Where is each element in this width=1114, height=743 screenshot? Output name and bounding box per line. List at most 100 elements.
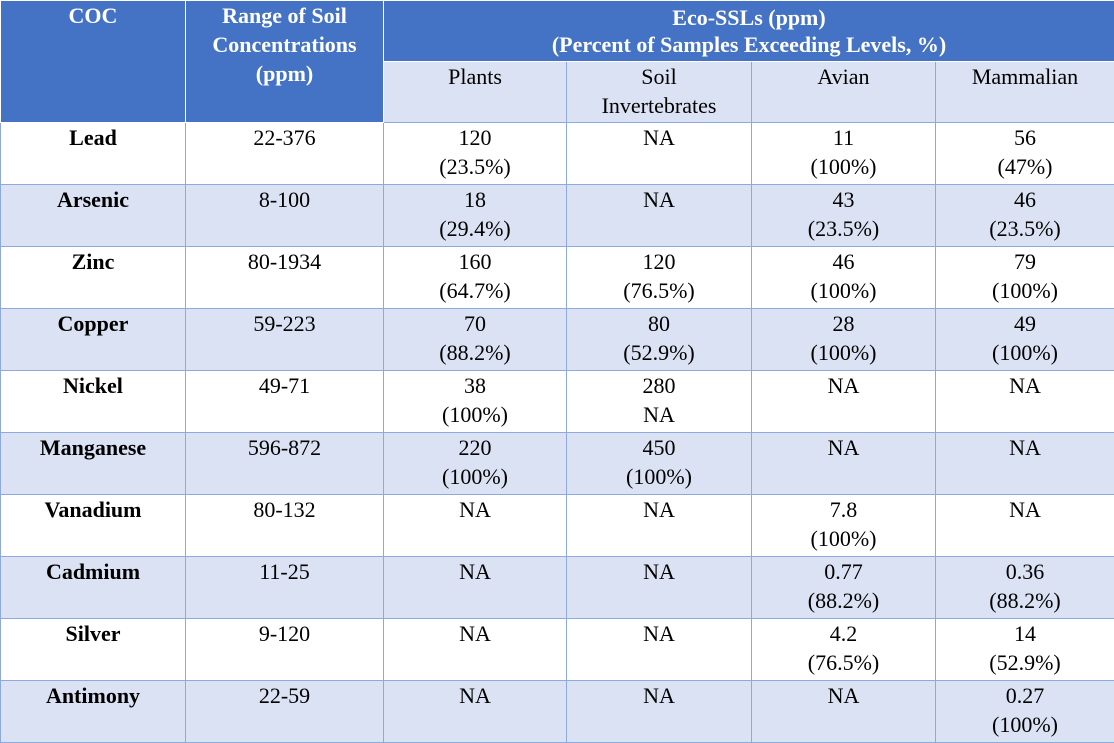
cell-soil-invertebrates-line-1: NA — [571, 495, 747, 524]
cell-coc-value: Zinc — [72, 249, 115, 274]
cell-mammalian-line-1: NA — [940, 495, 1110, 524]
cell-mammalian-line-1: NA — [940, 433, 1110, 462]
cell-range: 9-120 — [186, 619, 384, 681]
header-range: Range of Soil Concentrations (ppm) — [186, 1, 384, 123]
cell-avian-line-1: NA — [756, 681, 931, 710]
cell-range-value: 9-120 — [259, 621, 310, 646]
cell-soil-invertebrates: 450(100%) — [567, 433, 752, 495]
cell-mammalian-line-1: 46 — [940, 185, 1110, 214]
header-range-line-1: Range of Soil — [190, 1, 379, 30]
cell-avian: NA — [752, 681, 936, 743]
cell-avian-line-2: (76.5%) — [756, 648, 931, 677]
header-soil-invertebrates: Soil Invertebrates — [567, 62, 752, 123]
cell-plants-line-1: 120 — [388, 123, 562, 152]
cell-coc: Copper — [1, 309, 186, 371]
header-mammalian-label: Mammalian — [940, 62, 1110, 91]
cell-range-value: 11-25 — [259, 559, 310, 584]
cell-avian: 46(100%) — [752, 247, 936, 309]
cell-mammalian-line-1: 0.36 — [940, 557, 1110, 586]
cell-avian: 7.8(100%) — [752, 495, 936, 557]
cell-soil-invertebrates: NA — [567, 557, 752, 619]
cell-soil-invertebrates-line-1: NA — [571, 619, 747, 648]
cell-coc: Vanadium — [1, 495, 186, 557]
cell-range-value: 80-1934 — [248, 249, 321, 274]
cell-range-value: 80-132 — [253, 497, 315, 522]
cell-mammalian-line-2: (100%) — [940, 710, 1110, 739]
cell-range-value: 49-71 — [259, 373, 310, 398]
cell-plants: NA — [384, 681, 567, 743]
cell-range-value: 22-59 — [259, 683, 310, 708]
cell-avian: 43(23.5%) — [752, 185, 936, 247]
cell-avian-line-1: 43 — [756, 185, 931, 214]
cell-coc-value: Manganese — [40, 435, 146, 460]
cell-soil-invertebrates-line-2: (76.5%) — [571, 276, 747, 305]
header-plants: Plants — [384, 62, 567, 123]
cell-soil-invertebrates-line-1: NA — [571, 681, 747, 710]
cell-range-value: 596-872 — [248, 435, 321, 460]
cell-mammalian: NA — [936, 495, 1114, 557]
cell-coc: Cadmium — [1, 557, 186, 619]
cell-soil-invertebrates-line-2: (100%) — [571, 462, 747, 491]
cell-plants-line-2: (100%) — [388, 462, 562, 491]
cell-coc: Antimony — [1, 681, 186, 743]
table-body: Lead 22-376 120 (23.5%) NA 11(100%)56(47%) Ars… — [1, 123, 1114, 743]
cell-avian-line-2: (100%) — [756, 524, 931, 553]
cell-mammalian-line-1: 49 — [940, 309, 1110, 338]
cell-avian: NA — [752, 433, 936, 495]
cell-mammalian: 79(100%) — [936, 247, 1114, 309]
header-soil-line-1: Soil — [571, 62, 747, 91]
cell-avian-line-1: NA — [756, 433, 931, 462]
cell-plants-line-1: NA — [388, 495, 562, 524]
header-avian-label: Avian — [756, 62, 931, 91]
cell-coc-value: Antimony — [46, 683, 140, 708]
cell-mammalian: NA — [936, 371, 1114, 433]
header-eco-line-2: (Percent of Samples Exceeding Levels, %) — [388, 31, 1110, 58]
cell-mammalian: 49(100%) — [936, 309, 1114, 371]
header-soil-line-2: Invertebrates — [571, 91, 747, 120]
header-eco-ssl: Eco-SSLs (ppm) (Percent of Samples Excee… — [384, 1, 1114, 62]
cell-range-value: 8-100 — [259, 187, 310, 212]
cell-mammalian-line-2: (23.5%) — [940, 214, 1110, 243]
cell-plants-line-2: (29.4%) — [388, 214, 562, 243]
cell-plants: 38(100%) — [384, 371, 567, 433]
cell-avian-line-2: (100%) — [756, 338, 931, 367]
cell-mammalian-line-1: 14 — [940, 619, 1110, 648]
cell-coc-value: Silver — [66, 621, 121, 646]
cell-soil-invertebrates-line-1: 450 — [571, 433, 747, 462]
cell-mammalian: 0.27(100%) — [936, 681, 1114, 743]
cell-mammalian: 46(23.5%) — [936, 185, 1114, 247]
cell-range: 22-59 — [186, 681, 384, 743]
cell-avian-line-1: NA — [756, 371, 931, 400]
cell-soil-invertebrates: NA — [567, 619, 752, 681]
cell-plants-line-1: NA — [388, 681, 562, 710]
cell-coc: Silver — [1, 619, 186, 681]
cell-plants-line-1: 160 — [388, 247, 562, 276]
cell-avian-line-1: 0.77 — [756, 557, 931, 586]
cell-mammalian-line-2: (88.2%) — [940, 586, 1110, 615]
cell-mammalian: 0.36(88.2%) — [936, 557, 1114, 619]
cell-coc: Manganese — [1, 433, 186, 495]
cell-range: 8-100 — [186, 185, 384, 247]
cell-coc-value: Lead — [69, 125, 117, 150]
cell-plants-line-1: 18 — [388, 185, 562, 214]
cell-avian-line-2: (88.2%) — [756, 586, 931, 615]
cell-coc-value: Copper — [58, 311, 129, 336]
cell-soil-invertebrates-line-1: NA — [571, 557, 747, 586]
cell-range-value: 22-376 — [253, 125, 315, 150]
cell-mammalian: 56(47%) — [936, 123, 1114, 185]
header-mammalian: Mammalian — [936, 62, 1114, 123]
cell-soil-invertebrates-line-2: NA — [571, 400, 747, 429]
cell-avian: 11(100%) — [752, 123, 936, 185]
cell-avian: 28(100%) — [752, 309, 936, 371]
cell-coc: Arsenic — [1, 185, 186, 247]
